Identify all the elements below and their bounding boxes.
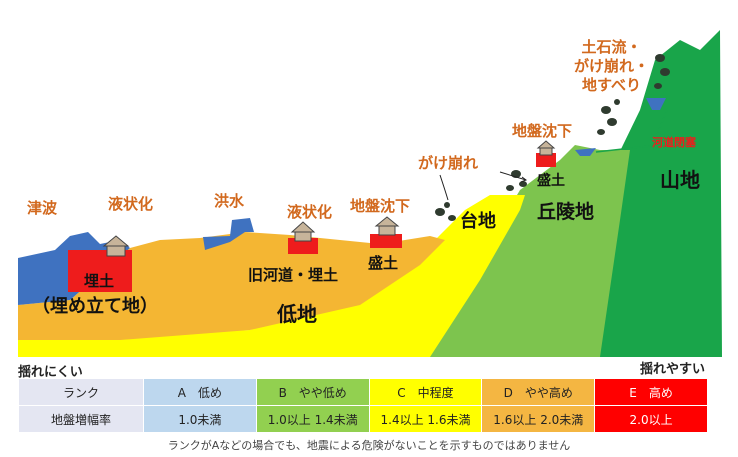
- hazard-slope-failure: がけ崩れ: [418, 154, 479, 172]
- amp-cell-d: 1.6以上 2.0未満: [481, 405, 596, 433]
- amp-cell-c: 1.4以上 1.6未満: [368, 405, 483, 433]
- mountain-area: [350, 30, 722, 357]
- house-icon: [102, 235, 130, 257]
- house-icon: [536, 140, 556, 156]
- amp-cell-b: 1.0以上 1.4未満: [255, 405, 370, 433]
- flood-water: [203, 218, 254, 250]
- terrace-area: [18, 195, 525, 357]
- hazard-liquefaction: 液状化: [108, 195, 154, 213]
- zone-reclaimed-paren: （埋め立て地）: [32, 296, 158, 317]
- terrain-diagram: [18, 30, 722, 357]
- zone-fill: 盛土: [537, 173, 565, 189]
- house-icon: [290, 221, 316, 242]
- rank-row: ランク A 低め B やや低め C 中程度 D やや高め E 高め: [18, 378, 708, 406]
- old-river-fill: [288, 238, 318, 254]
- hazard-flood: 洪水: [214, 192, 245, 210]
- scale-right-label: 揺れやすい: [640, 362, 706, 377]
- zone-terrace: 台地: [460, 211, 496, 232]
- rank-table: ランク A 低め B やや低め C 中程度 D やや高め E 高め 地盤増幅率 …: [18, 378, 708, 433]
- hill-fill: [536, 153, 556, 167]
- rank-cell-e: E 高め: [594, 378, 708, 406]
- hazard-tsunami: 津波: [27, 199, 58, 217]
- rock-icons: [435, 54, 670, 221]
- hazard-dammed-lake: 河道閉塞: [652, 136, 696, 149]
- amp-cell-e: 2.0以上: [594, 405, 708, 433]
- hazard-subsidence: 地盤沈下: [350, 197, 411, 215]
- hazard-subsidence: 地盤沈下: [512, 122, 573, 140]
- zone-fill: 盛土: [368, 254, 399, 272]
- lowland-fill: [370, 234, 402, 248]
- zone-reclaimed: 埋土: [84, 272, 115, 290]
- amplification-header: 地盤増幅率: [18, 405, 144, 433]
- zone-mountain: 山地: [660, 168, 700, 192]
- zone-old-river: 旧河道・埋土: [248, 266, 339, 284]
- rank-cell-d: D やや高め: [481, 378, 596, 406]
- rank-cell-b: B やや低め: [255, 378, 370, 406]
- scale-left-label: 揺れにくい: [18, 365, 83, 380]
- rank-header: ランク: [18, 378, 144, 406]
- slope-failure-arrows: [439, 171, 528, 201]
- hill-pond-water: [575, 148, 596, 156]
- disclaimer-note: ランクがAなどの場合でも、地震による危険がないことを示すものではありません: [167, 439, 571, 452]
- rank-cell-c: C 中程度: [368, 378, 483, 406]
- dammed-lake-arrows: [595, 109, 668, 153]
- hazard-debris-flow: 土石流・ がけ崩れ・ 地すべり: [574, 38, 650, 94]
- hazard-liquefaction: 液状化: [287, 203, 333, 221]
- amp-cell-a: 1.0未満: [143, 405, 257, 433]
- house-icon: [374, 216, 400, 236]
- zone-hills: 丘陵地: [537, 201, 595, 223]
- reclaimed-fill: [68, 250, 132, 292]
- dammed-lake-water: [646, 98, 666, 110]
- zone-lowland: 低地: [277, 302, 317, 326]
- amplification-row: 地盤増幅率 1.0未満 1.0以上 1.4未満 1.4以上 1.6未満 1.6以…: [18, 405, 708, 433]
- rank-cell-a: A 低め: [143, 378, 257, 406]
